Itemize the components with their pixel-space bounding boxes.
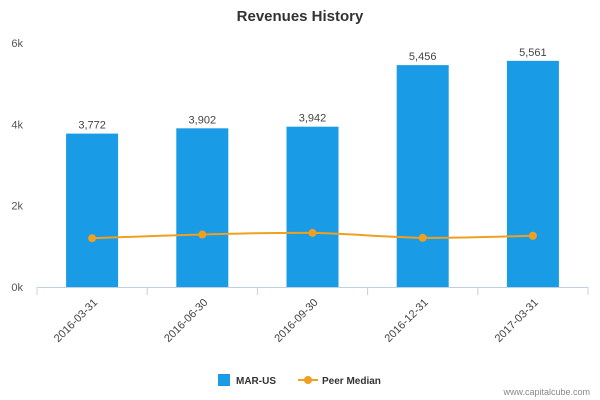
bar (66, 133, 119, 287)
legend-swatch-mar-us (218, 374, 230, 386)
bar-data-label: 3,772 (78, 120, 106, 132)
x-tick-label: 2016-09-30 (272, 297, 320, 345)
peer-median-point (88, 234, 97, 243)
x-tick-label: 2016-12-31 (383, 297, 431, 345)
bar-series (66, 60, 559, 288)
y-tick-label: 4k (11, 119, 23, 131)
x-tick-label: 2016-03-31 (52, 297, 100, 345)
x-tick-label: 2016-06-30 (162, 297, 210, 345)
bar (176, 128, 229, 287)
credit-text: www.capitalcube.com (502, 387, 590, 397)
bar (396, 65, 449, 287)
bar (506, 60, 559, 288)
bar-data-label: 3,902 (189, 114, 217, 126)
y-axis: 0k 2k 4k 6k (11, 38, 23, 294)
x-tick-label: 2017-03-31 (493, 297, 541, 345)
legend-swatch-peer-median-dot (304, 376, 312, 384)
peer-median-point (418, 233, 427, 242)
y-tick-label: 0k (11, 282, 23, 294)
legend: MAR-US Peer Median (218, 374, 381, 387)
x-axis: 2016-03-31 2016-06-30 2016-09-30 2016-12-31… (36, 287, 589, 345)
peer-median-series (88, 228, 537, 243)
y-tick-label: 6k (11, 38, 23, 50)
peer-median-point (198, 230, 207, 239)
y-tick-label: 2k (11, 201, 23, 213)
peer-median-point (308, 228, 317, 237)
bar-data-label: 5,561 (519, 47, 547, 59)
legend-label-peer-median: Peer Median (322, 376, 381, 387)
legend-label-mar-us: MAR-US (236, 376, 276, 387)
bar (286, 126, 339, 287)
peer-median-point (528, 231, 537, 240)
bar-data-label: 3,942 (299, 113, 327, 125)
bar-data-labels: 3,772 3,902 3,942 5,456 5,561 (78, 47, 546, 132)
bar-data-label: 5,456 (409, 51, 437, 63)
chart-title: Revenues History (237, 8, 364, 25)
